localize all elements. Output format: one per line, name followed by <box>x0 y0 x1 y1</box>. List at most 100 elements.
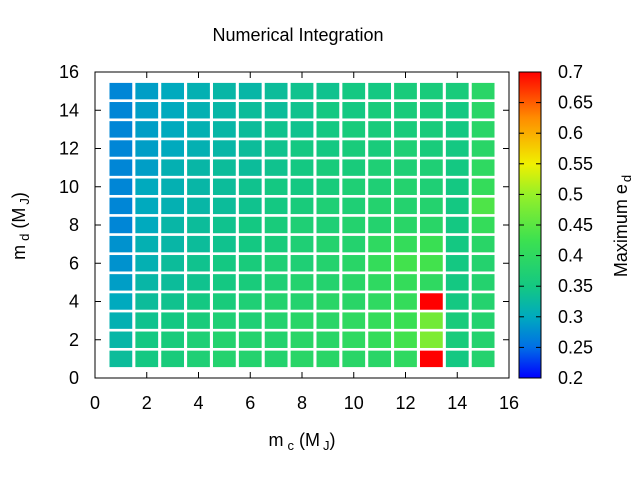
colorbar-tick-label: 0.35 <box>558 276 593 296</box>
heatmap-cell <box>109 331 133 348</box>
chart-title: Numerical Integration <box>212 25 383 45</box>
heatmap-cell <box>419 102 443 119</box>
heatmap-cell <box>342 159 366 176</box>
colorbar-tick-label: 0.6 <box>558 123 583 143</box>
heatmap-cell <box>368 312 392 329</box>
heatmap-cell <box>445 331 469 348</box>
heatmap-cell <box>316 274 340 291</box>
heatmap-cell <box>290 293 314 310</box>
heatmap-cell <box>394 159 417 176</box>
heatmap-cell <box>264 255 288 272</box>
heatmap-cell <box>368 293 392 310</box>
x-tick-label: 0 <box>90 393 100 413</box>
heatmap-cell <box>316 159 340 176</box>
heatmap-cell <box>316 331 340 348</box>
heatmap-cell <box>471 178 495 195</box>
heatmap-cell <box>187 121 210 138</box>
heatmap-cell <box>212 350 236 368</box>
colorbar-tick-label: 0.5 <box>558 184 583 204</box>
heatmap-cell <box>187 102 210 119</box>
heatmap-cell <box>342 312 366 329</box>
heatmap-cell <box>471 159 495 176</box>
heatmap-cell <box>290 159 314 176</box>
heatmap-cell <box>342 293 366 310</box>
heatmap-cell <box>135 82 159 100</box>
heatmap-cell <box>445 255 469 272</box>
heatmap-cell <box>187 178 210 195</box>
colorbar-tick-label: 0.2 <box>558 368 583 388</box>
heatmap-cell <box>342 140 366 157</box>
heatmap-cell <box>471 255 495 272</box>
colorbar-tick-label: 0.7 <box>558 62 583 82</box>
heatmap-cell <box>316 102 340 119</box>
heatmap-cell <box>264 312 288 329</box>
heatmap-cell <box>471 102 495 119</box>
heatmap-cell <box>238 255 262 272</box>
heatmap-cell <box>394 331 417 348</box>
x-tick-label: 10 <box>344 393 364 413</box>
heatmap-cell <box>368 159 392 176</box>
heatmap-cell <box>368 102 392 119</box>
heatmap-cell <box>161 350 185 368</box>
heatmap-cell <box>316 293 340 310</box>
heatmap-cell <box>419 350 443 368</box>
heatmap-cell <box>135 312 159 329</box>
y-tick-label: 14 <box>59 100 79 120</box>
heatmap-cell <box>316 82 340 100</box>
heatmap-cell <box>109 216 133 234</box>
heatmap-cell <box>419 197 443 215</box>
heatmap-cell <box>238 350 262 368</box>
heatmap-cell <box>109 159 133 176</box>
heatmap-cell <box>264 159 288 176</box>
heatmap-cell <box>471 197 495 215</box>
heatmap-cell <box>109 235 133 253</box>
colorbar-tick-label: 0.25 <box>558 337 593 357</box>
y-tick-label: 10 <box>59 177 79 197</box>
heatmap-cell <box>212 331 236 348</box>
heatmap-cell <box>264 102 288 119</box>
heatmap-cell <box>419 293 443 310</box>
heatmap-cell <box>187 216 210 234</box>
heatmap-cell <box>238 178 262 195</box>
heatmap-cell <box>187 331 210 348</box>
heatmap-cell <box>238 331 262 348</box>
y-axis-label: md (MJ) <box>9 192 32 260</box>
heatmap-cell <box>109 350 133 368</box>
heatmap-cell <box>290 102 314 119</box>
heatmap-cell <box>368 331 392 348</box>
heatmap-cell <box>212 293 236 310</box>
heatmap-cell <box>161 159 185 176</box>
heatmap-cell <box>290 216 314 234</box>
heatmap-cell <box>109 312 133 329</box>
heatmap-cell <box>109 274 133 291</box>
heatmap-cell <box>419 312 443 329</box>
heatmap-cell <box>290 350 314 368</box>
y-tick-label: 4 <box>69 292 79 312</box>
heatmap-cell <box>342 350 366 368</box>
heatmap-cell <box>135 255 159 272</box>
heatmap-cell <box>109 82 133 100</box>
heatmap-cell <box>238 216 262 234</box>
colorbar-tick-label: 0.45 <box>558 215 593 235</box>
heatmap-cell <box>135 197 159 215</box>
heatmap-cell <box>161 82 185 100</box>
heatmap-cell <box>290 197 314 215</box>
heatmap-cell <box>471 216 495 234</box>
heatmap-cell <box>445 159 469 176</box>
heatmap-cell <box>161 140 185 157</box>
heatmap-cell <box>342 82 366 100</box>
heatmap-cell <box>238 159 262 176</box>
heatmap-cell <box>109 197 133 215</box>
heatmap-cell <box>212 121 236 138</box>
heatmap-cell <box>238 121 262 138</box>
heatmap-cell <box>187 197 210 215</box>
heatmap-cell <box>109 140 133 157</box>
x-tick-label: 6 <box>245 393 255 413</box>
heatmap-cell <box>264 197 288 215</box>
heatmap-cell <box>394 274 417 291</box>
heatmap-cell <box>419 121 443 138</box>
heatmap-cell <box>394 82 417 100</box>
heatmap-cell <box>212 178 236 195</box>
x-tick-label: 2 <box>142 393 152 413</box>
heatmap-cell <box>368 274 392 291</box>
